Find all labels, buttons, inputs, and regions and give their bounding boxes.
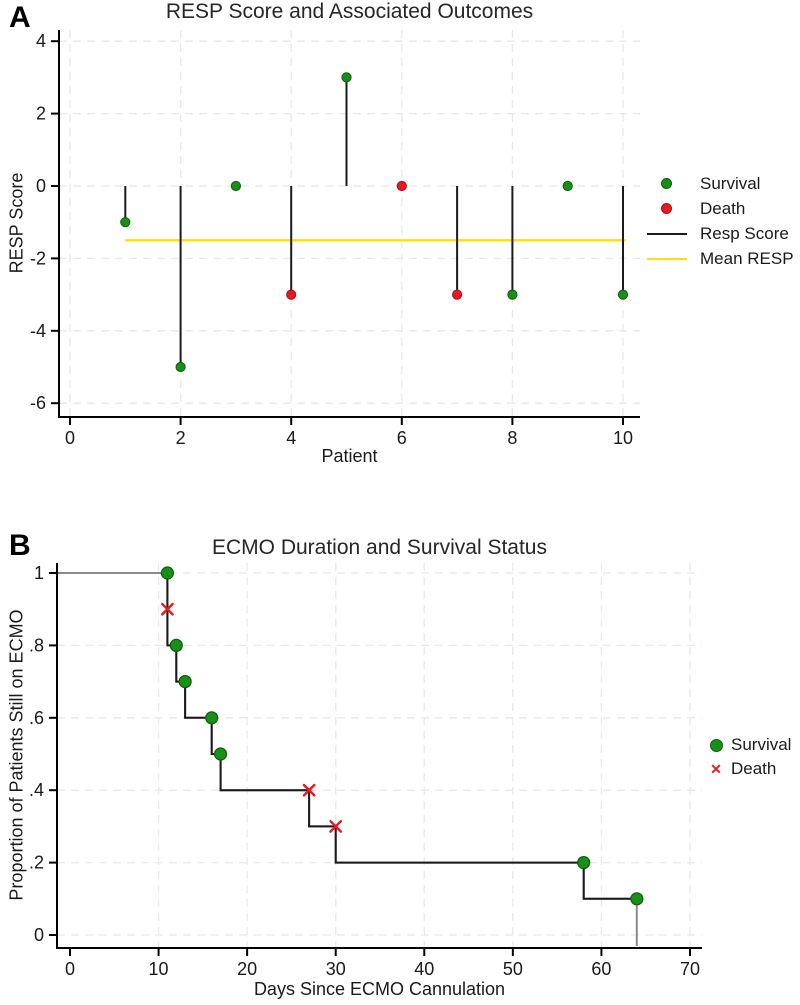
- panel-b-legend: Survival ✕ Death: [701, 733, 791, 781]
- duration-marker-survival: [630, 892, 644, 906]
- panel-b-title: ECMO Duration and Survival Status: [212, 536, 547, 559]
- patient-marker-survival: [230, 180, 241, 192]
- panel-a-title: RESP Score and Associated Outcomes: [165, 0, 534, 23]
- duration-marker-survival: [205, 711, 219, 725]
- panel-b-letter: B: [9, 529, 31, 562]
- y-tick-label: .2: [29, 853, 44, 873]
- x-tick-label: 8: [507, 428, 517, 448]
- y-tick-label: .8: [29, 635, 44, 655]
- legend-label: Death: [700, 198, 746, 218]
- legend-item-death: ✕ Death: [701, 757, 791, 781]
- x-tick-label: 60: [591, 959, 611, 979]
- patient-marker-death: [286, 289, 297, 300]
- duration-marker-survival: [213, 747, 228, 761]
- duration-marker-death: [161, 602, 174, 616]
- y-tick-label: .6: [29, 708, 44, 728]
- duration-marker-death: [329, 820, 343, 833]
- y-tick-label: 0: [36, 176, 46, 196]
- y-tick-label: -2: [30, 248, 46, 268]
- dot-marker-icon: [645, 203, 688, 214]
- legend-label: Mean RESP: [700, 248, 794, 268]
- x-tick-label: 0: [65, 959, 75, 979]
- legend-item-resp-score: Resp Score: [645, 221, 794, 246]
- x-tick-label: 2: [176, 428, 186, 448]
- panel-a-legend: Survival Death Resp Score Mean RESP: [645, 171, 794, 271]
- panel-a-x-axis-label: Patient: [321, 446, 378, 466]
- patient-marker-survival: [341, 72, 352, 83]
- duration-marker-survival: [577, 855, 591, 870]
- y-tick-label: .4: [29, 780, 44, 800]
- x-tick-label: 20: [237, 959, 257, 979]
- patient-marker-death: [396, 180, 407, 192]
- x-tick-label: 4: [286, 428, 296, 448]
- x-tick-label: 6: [397, 428, 407, 448]
- legend-label: Survival: [731, 735, 792, 754]
- patient-marker-survival: [562, 180, 573, 192]
- panel-b-y-axis-label: Proportion of Patients Still on ECMO: [6, 609, 27, 901]
- line-marker-icon: [645, 257, 688, 260]
- duration-marker-survival: [160, 566, 175, 580]
- patient-marker-survival: [120, 217, 131, 228]
- patient-marker-survival: [175, 361, 186, 373]
- x-tick-label: 10: [149, 959, 169, 979]
- legend-label: Resp Score: [700, 223, 789, 243]
- patient-marker-death: [452, 289, 463, 300]
- x-tick-label: 30: [326, 959, 346, 979]
- line-marker-icon: [645, 232, 688, 235]
- km-step-overlay: [166, 573, 637, 900]
- panel-a-y-axis-label: RESP Score: [6, 172, 27, 274]
- patient-marker-survival: [507, 289, 518, 300]
- y-tick-label: 2: [36, 104, 46, 124]
- y-tick-label: 4: [36, 31, 46, 51]
- y-tick-label: -6: [30, 393, 46, 413]
- x-tick-label: 50: [503, 959, 523, 979]
- y-tick-label: 1: [34, 563, 44, 583]
- panel-a-letter: A: [9, 1, 31, 34]
- panel-b-x-axis-label: Days Since ECMO Cannulation: [253, 979, 506, 999]
- legend-item-death: Death: [645, 196, 794, 221]
- km-step-curve: [58, 572, 638, 946]
- x-tick-label: 70: [680, 959, 700, 979]
- x-tick-label: 10: [613, 428, 633, 448]
- dot-marker-icon: [701, 738, 731, 752]
- duration-marker-survival: [178, 674, 192, 689]
- duration-marker-survival: [169, 638, 183, 653]
- legend-label: Survival: [700, 173, 761, 193]
- x-tick-label: 0: [65, 428, 75, 448]
- y-tick-label: 0: [34, 925, 44, 945]
- dot-marker-icon: [645, 178, 688, 189]
- x-tick-label: 40: [414, 959, 434, 979]
- legend-item-mean-resp: Mean RESP: [645, 246, 794, 271]
- duration-marker-death: [302, 783, 316, 797]
- x-marker-icon: ✕: [710, 761, 722, 777]
- patient-marker-survival: [617, 289, 629, 300]
- legend-item-survival: Survival: [701, 733, 791, 757]
- legend-item-survival: Survival: [645, 171, 794, 196]
- legend-label: Death: [731, 759, 777, 778]
- y-tick-label: -4: [30, 321, 46, 341]
